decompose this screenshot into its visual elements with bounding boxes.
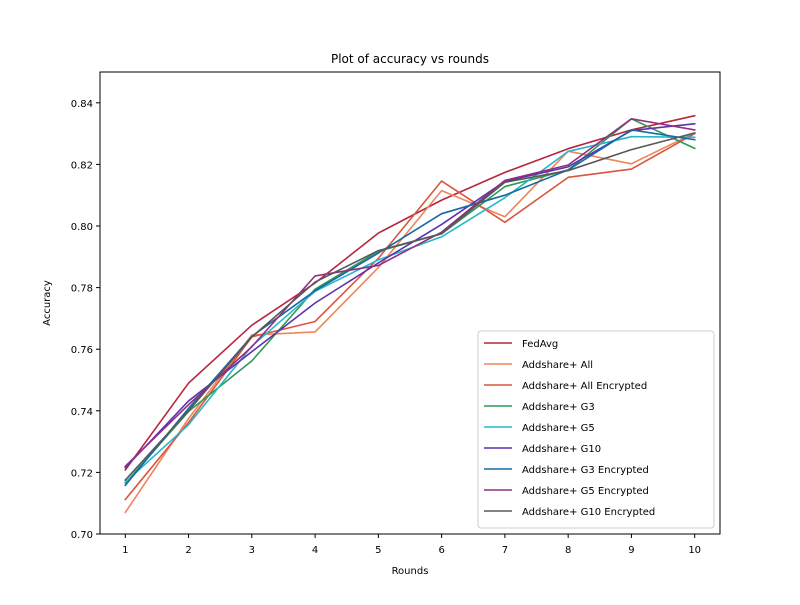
legend-entry-label: Addshare+ G3 Encrypted — [522, 465, 649, 476]
y-tick-label: 0.72 — [71, 468, 93, 479]
x-tick-label: 7 — [502, 545, 508, 556]
x-tick-label: 5 — [375, 545, 381, 556]
y-axis-label: Accuracy — [42, 280, 53, 326]
legend-entry-label: Addshare+ G5 — [522, 423, 595, 434]
x-tick-label: 3 — [249, 545, 255, 556]
legend-entry-label: Addshare+ All — [522, 360, 593, 371]
y-tick-label: 0.80 — [71, 222, 93, 233]
legend-box — [477, 330, 715, 529]
series-line-0 — [124, 114, 696, 472]
x-tick-label: 6 — [438, 545, 444, 556]
x-tick-label: 8 — [565, 545, 571, 556]
y-axis-ticks: 0.70 0.72 0.74 0.76 0.78 0.80 0.82 0.84 — [71, 99, 100, 541]
legend-entry-label: Addshare+ G3 — [522, 402, 595, 413]
legend-entry-label: FedAvg — [522, 339, 558, 350]
legend-entry-label: Addshare+ G10 Encrypted — [522, 507, 655, 518]
y-tick-label: 0.82 — [71, 160, 93, 171]
x-tick-label: 10 — [688, 545, 701, 556]
x-tick-label: 1 — [122, 545, 128, 556]
legend-entry-label: Addshare+ G5 Encrypted — [522, 486, 649, 497]
plot-area — [124, 114, 696, 514]
series-line-7 — [124, 118, 696, 468]
x-tick-label: 2 — [185, 545, 191, 556]
y-tick-label: 0.70 — [71, 530, 93, 541]
x-axis-ticks: 1 2 3 4 5 6 7 8 9 10 — [122, 534, 701, 556]
legend: FedAvg Addshare+ All Addshare+ All Encrypt… — [477, 330, 715, 529]
x-axis-label: Rounds — [392, 566, 429, 577]
legend-entry-label: Addshare+ All Encrypted — [522, 381, 647, 392]
series-line-8 — [124, 132, 696, 482]
x-tick-label: 4 — [312, 545, 318, 556]
x-tick-label: 9 — [628, 545, 634, 556]
plot-frame — [99, 71, 721, 535]
chart-title: Plot of accuracy vs rounds — [331, 52, 489, 66]
y-tick-label: 0.84 — [71, 99, 93, 110]
series-line-2 — [124, 132, 696, 501]
y-tick-label: 0.74 — [71, 407, 93, 418]
legend-entry-label: Addshare+ G10 — [522, 444, 601, 455]
y-tick-label: 0.78 — [71, 284, 93, 295]
y-tick-label: 0.76 — [71, 345, 93, 356]
series-line-6 — [124, 129, 696, 487]
